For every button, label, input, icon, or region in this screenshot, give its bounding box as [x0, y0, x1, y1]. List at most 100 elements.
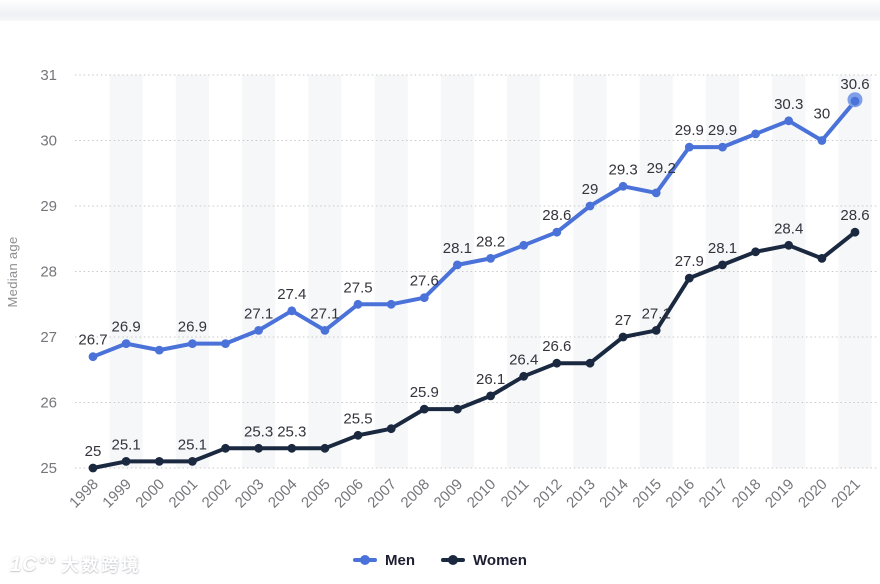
women-label-2004: 25.3 — [277, 423, 306, 440]
men-point-2021[interactable] — [850, 96, 860, 106]
women-point-2009[interactable] — [453, 404, 462, 414]
legend-item-men[interactable]: Men — [353, 552, 415, 569]
women-point-2018[interactable] — [751, 247, 760, 257]
watermark-site-name: 大数跨境 — [61, 556, 142, 575]
y-tick-28: 28 — [40, 264, 57, 281]
men-point-2007[interactable] — [386, 299, 396, 309]
legend-item-women[interactable]: Women — [441, 552, 527, 569]
x-tick-2007: 2007 — [364, 476, 400, 512]
women-point-2017[interactable] — [718, 260, 727, 270]
top-gradient-bar — [0, 0, 880, 21]
men-point-2004[interactable] — [287, 306, 297, 316]
x-tick-2005: 2005 — [298, 476, 334, 512]
women-point-2011[interactable] — [519, 371, 529, 381]
women-point-2003[interactable] — [254, 443, 263, 453]
women-series-marker-icon — [441, 555, 466, 565]
men-point-2005[interactable] — [320, 326, 330, 335]
watermark-mark-icon: 1C°° — [10, 554, 56, 576]
x-tick-2000: 2000 — [132, 476, 168, 512]
men-label-2008: 27.6 — [410, 273, 439, 290]
x-tick-2011: 2011 — [498, 476, 533, 511]
x-tick-2013: 2013 — [563, 476, 599, 512]
men-point-2018[interactable] — [751, 129, 760, 139]
men-point-2015[interactable] — [651, 188, 661, 198]
men-point-2020[interactable] — [817, 136, 827, 145]
men-point-2002[interactable] — [221, 339, 230, 348]
men-label-2004: 27.4 — [277, 286, 306, 303]
men-point-2011[interactable] — [519, 240, 529, 250]
men-line — [91, 99, 857, 359]
women-point-2013[interactable] — [585, 358, 595, 368]
women-point-2019[interactable] — [784, 240, 794, 250]
women-point-2020[interactable] — [817, 254, 827, 263]
women-label-1998: 25 — [85, 443, 102, 460]
y-tick-26: 26 — [40, 395, 57, 412]
men-label-1999: 26.9 — [111, 319, 140, 336]
men-point-2001[interactable] — [188, 339, 197, 348]
x-tick-2003: 2003 — [232, 476, 268, 512]
women-point-2005[interactable] — [320, 443, 330, 453]
men-point-2012[interactable] — [552, 227, 562, 237]
women-point-2007[interactable] — [386, 424, 396, 434]
women-point-2016[interactable] — [684, 273, 694, 283]
men-point-2009[interactable] — [453, 260, 462, 270]
women-point-1999[interactable] — [121, 457, 131, 466]
men-label-2015: 29.2 — [647, 160, 676, 177]
men-point-1999[interactable] — [121, 339, 131, 348]
women-point-2006[interactable] — [353, 430, 363, 440]
women-point-2002[interactable] — [221, 443, 230, 453]
men-point-2013[interactable] — [585, 201, 595, 211]
men-point-2017[interactable] — [718, 142, 727, 152]
men-label-2010: 28.2 — [476, 233, 505, 250]
men-point-2019[interactable] — [784, 116, 794, 126]
women-point-2000[interactable] — [154, 457, 164, 466]
women-point-2008[interactable] — [419, 404, 429, 414]
x-tick-2006: 2006 — [331, 476, 367, 512]
x-tick-2019: 2019 — [762, 476, 798, 512]
band-2009 — [440, 75, 474, 468]
men-point-2000[interactable] — [154, 345, 164, 355]
women-line — [91, 230, 857, 470]
men-label-2003: 27.1 — [244, 305, 273, 322]
men-point-1998[interactable] — [88, 352, 98, 362]
women-label-2003: 25.3 — [244, 423, 273, 440]
women-point-1998[interactable] — [88, 463, 98, 473]
men-point-2008[interactable] — [419, 293, 429, 303]
men-label-1998: 26.7 — [78, 332, 107, 349]
y-tick-29: 29 — [40, 198, 57, 215]
women-point-2015[interactable] — [651, 326, 661, 335]
women-point-2010[interactable] — [486, 391, 495, 401]
women-point-2004[interactable] — [287, 443, 297, 453]
x-tick-2014: 2014 — [596, 476, 632, 512]
men-point-2010[interactable] — [486, 254, 495, 263]
men-point-2006[interactable] — [353, 299, 363, 309]
women-point-2001[interactable] — [188, 457, 197, 466]
y-tick-25: 25 — [40, 460, 57, 477]
women-label-2016: 27.9 — [675, 253, 704, 270]
legend-label-men: Men — [385, 551, 416, 569]
women-label-2017: 28.1 — [708, 240, 737, 257]
x-tick-1999: 1999 — [99, 476, 135, 512]
women-point-2014[interactable] — [618, 332, 628, 342]
women-point-2012[interactable] — [552, 358, 562, 368]
men-label-2012: 28.6 — [542, 207, 571, 224]
women-point-2021[interactable] — [850, 227, 860, 237]
men-label-2016: 29.9 — [675, 122, 704, 139]
men-point-2003[interactable] — [254, 326, 263, 335]
women-label-2019: 28.4 — [774, 220, 803, 237]
men-label-2021: 30.6 — [840, 76, 869, 93]
men-point-2016[interactable] — [684, 142, 694, 152]
men-series-marker-icon — [353, 555, 378, 565]
women-label-2021: 28.6 — [840, 207, 869, 224]
x-tick-2021: 2021 — [828, 476, 864, 512]
men-label-2006: 27.5 — [343, 279, 372, 296]
women-label-2006: 25.5 — [343, 410, 372, 427]
x-tick-2010: 2010 — [464, 476, 500, 512]
men-label-2020: 30 — [814, 106, 831, 123]
chart-legend: Men Women — [0, 547, 880, 573]
y-tick-27: 27 — [40, 329, 57, 346]
watermark-logo: 1C°° 大数跨境 — [10, 551, 142, 577]
men-point-2014[interactable] — [618, 181, 628, 191]
men-label-2017: 29.9 — [708, 122, 737, 139]
